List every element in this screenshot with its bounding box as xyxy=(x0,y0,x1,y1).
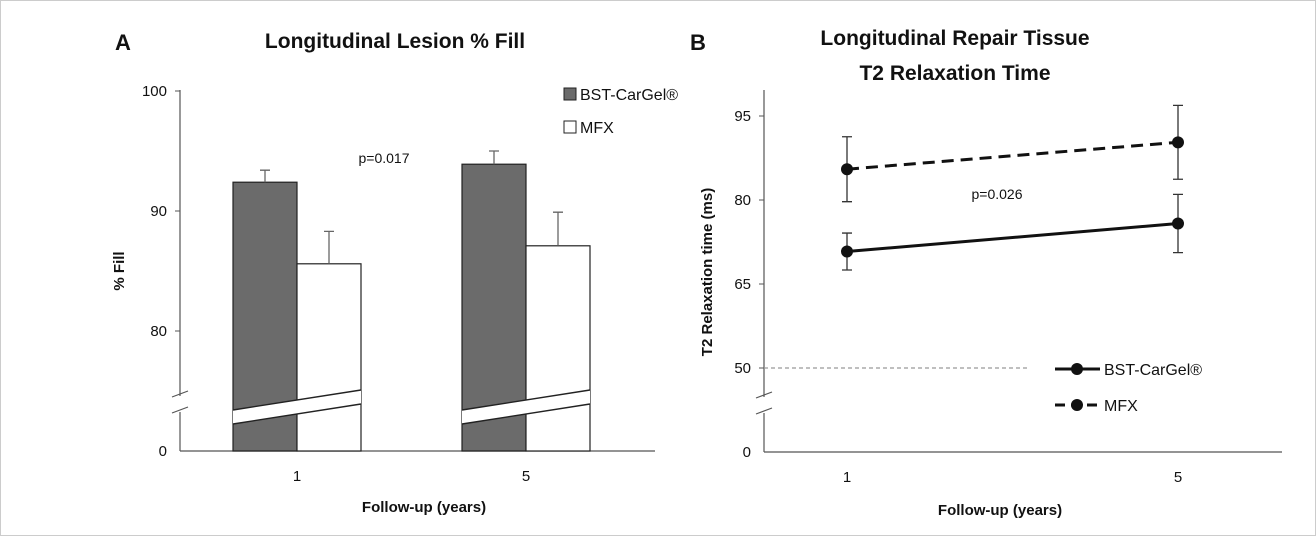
legend-swatch-mfx xyxy=(563,120,577,134)
panel-a-ytick-label-0: 0 xyxy=(159,443,167,460)
line-bst-carGel xyxy=(846,222,1179,254)
legend-swatch-bst-carGel xyxy=(563,87,577,101)
bar-break-lines-year-5 xyxy=(461,389,591,425)
line-mfx xyxy=(846,140,1179,171)
panel-b-ytick-label-50: 50 xyxy=(734,360,751,377)
point-mfx-year-1 xyxy=(841,163,853,176)
panel-b-y-axis-label: T2 Relaxation time (ms) xyxy=(699,188,716,356)
legend-label-bst-carGel-b: BST-CarGel® xyxy=(1104,362,1202,379)
panel-a-p-value: p=0.017 xyxy=(359,150,410,166)
panel-b-title-line-1: Longitudinal Repair Tissue xyxy=(820,27,1089,50)
bar-mfx-year-1 xyxy=(296,263,362,452)
panel-a-title: Longitudinal Lesion % Fill xyxy=(265,30,525,53)
legend-label-mfx-b: MFX xyxy=(1104,398,1138,415)
panel-a-x-axis-label: Follow-up (years) xyxy=(362,499,486,516)
bar-break-band-year-1 xyxy=(233,390,361,424)
point-bst-carGel-year-1 xyxy=(841,245,853,258)
errorbar-mfx-year-1 xyxy=(324,230,334,264)
point-bst-carGel-year-5 xyxy=(1172,217,1184,230)
errorbar-bst-carGel-year-5 xyxy=(489,150,499,165)
panel-a-letter: A xyxy=(115,30,131,55)
panel-a-ytick-label-100: 100 xyxy=(142,83,167,100)
panel-b-x-axis-label: Follow-up (years) xyxy=(938,502,1062,519)
panel-b-ytick-label-95: 95 xyxy=(734,108,751,125)
panel-b-title-line-2: T2 Relaxation Time xyxy=(859,62,1050,85)
panel-b-ytick-label-65: 65 xyxy=(734,276,751,293)
panel-b-xtick-label-5: 5 xyxy=(1174,469,1182,486)
legend-marker-mfx xyxy=(1071,399,1083,411)
panel-a-axis-break-mark xyxy=(171,390,189,414)
legend-marker-bst-carGel xyxy=(1071,363,1083,375)
panel-b-ytick-label-0: 0 xyxy=(743,444,751,461)
legend-label-bst-carGel: BST-CarGel® xyxy=(580,87,678,104)
panel-a: A Longitudinal Lesion % Fill 100 90 80 0… xyxy=(111,30,678,516)
panel-a-xtick-label-1: 1 xyxy=(293,468,301,485)
panel-b-ytick-label-80: 80 xyxy=(734,192,751,209)
panel-a-ytick-label-80: 80 xyxy=(150,323,167,340)
panel-a-ytick-label-90: 90 xyxy=(150,203,167,220)
point-mfx-year-5 xyxy=(1172,136,1184,149)
bar-break-band-year-5 xyxy=(462,390,590,424)
panel-b-axis-break-mark xyxy=(755,391,773,415)
errorbar-bst-carGel-year-1 xyxy=(260,169,270,183)
panel-b-letter: B xyxy=(690,30,706,55)
bar-mfx-year-5 xyxy=(525,245,591,452)
panel-b-p-value: p=0.026 xyxy=(972,186,1023,202)
errorbar-mfx-year-5 xyxy=(553,211,563,246)
panel-a-y-axis-label: % Fill xyxy=(111,251,128,290)
panel-b-xtick-label-1: 1 xyxy=(843,469,851,486)
legend-label-mfx: MFX xyxy=(580,120,614,137)
bar-break-lines-year-1 xyxy=(232,389,362,425)
panel-b: B Longitudinal Repair Tissue T2 Relaxati… xyxy=(690,27,1282,519)
panel-a-xtick-label-5: 5 xyxy=(522,468,530,485)
